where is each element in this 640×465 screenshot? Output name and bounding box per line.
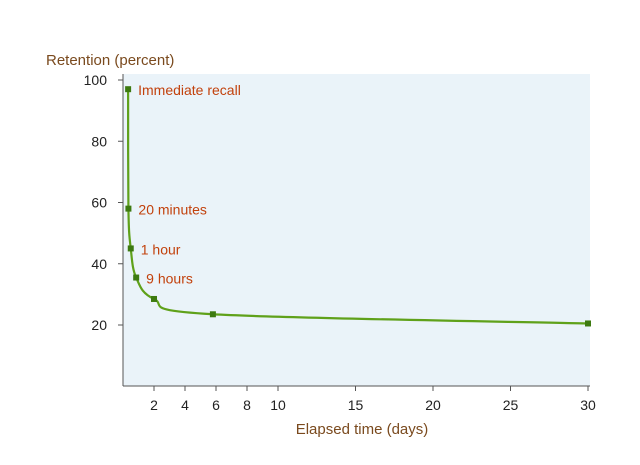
point-annotation: 1 hour <box>141 241 181 257</box>
y-tick-label: 80 <box>91 133 107 149</box>
point-annotation: 9 hours <box>146 271 193 287</box>
data-layer: Immediate recall 20 minutes 1 hour 9 hours <box>125 82 591 327</box>
data-point-marker <box>585 320 591 327</box>
plot-area-background <box>123 74 590 386</box>
data-point-marker <box>209 311 216 318</box>
x-axis-title: Elapsed time (days) <box>296 421 429 438</box>
point-annotation: 20 minutes <box>138 202 206 218</box>
x-tick-label: 25 <box>503 397 519 413</box>
y-tick-label: 60 <box>91 195 107 211</box>
x-tick-label: 4 <box>181 397 189 413</box>
data-point-marker <box>133 274 140 281</box>
data-point-marker <box>127 245 134 252</box>
x-tick-label: 30 <box>580 397 596 413</box>
data-point-marker <box>125 86 132 93</box>
data-point-marker <box>151 295 157 302</box>
x-tick-label: 10 <box>270 397 286 413</box>
x-tick-label: 6 <box>212 397 220 413</box>
axis-ticks: 2 4 6 8 10 15 20 25 30 20 40 60 80 100 <box>84 72 596 413</box>
x-tick-label: 8 <box>243 397 251 413</box>
y-tick-label: 100 <box>84 72 108 88</box>
point-annotation: Immediate recall <box>138 82 241 98</box>
y-tick-label: 40 <box>91 256 107 272</box>
y-tick-label: 20 <box>91 317 107 333</box>
x-tick-label: 15 <box>348 397 364 413</box>
x-tick-label: 2 <box>150 397 158 413</box>
data-point-marker <box>125 205 132 212</box>
y-axis-title: Retention (percent) <box>46 52 174 69</box>
x-tick-label: 20 <box>425 397 441 413</box>
